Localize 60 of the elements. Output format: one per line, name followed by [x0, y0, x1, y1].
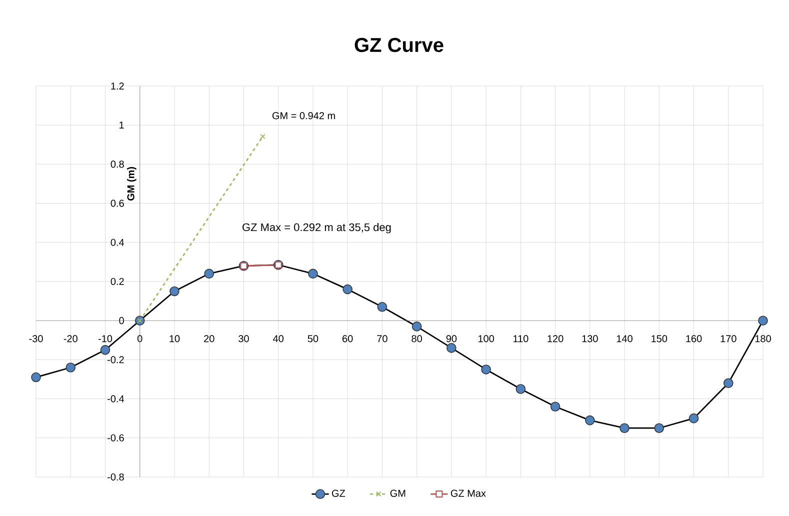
point [758, 316, 768, 326]
x-tick-label: 20 [204, 335, 214, 342]
y-tick-label: 0.4 [110, 238, 124, 246]
x-tick-label: 50 [308, 335, 318, 342]
x-tick-label: 90 [446, 335, 457, 342]
x-tick-label: 30 [238, 335, 249, 342]
x-tick-label: 40 [273, 335, 284, 342]
point [723, 378, 734, 388]
y-tick-label: 1.2 [111, 82, 124, 90]
chart-title: GZ Curve [354, 38, 444, 52]
point [412, 322, 422, 332]
x-tick-label: 100 [478, 335, 494, 342]
y-tick-label: 1 [120, 122, 124, 129]
legend-label: GZ Max [450, 490, 486, 497]
y-tick-label: 0.8 [110, 160, 124, 168]
x-tick-label: 70 [377, 335, 388, 342]
x-tick-label: 150 [652, 335, 668, 342]
legend-label: GZ [332, 490, 346, 497]
y-tick-label: 0 [119, 317, 124, 324]
point [481, 364, 491, 374]
x-tick-label: 110 [513, 335, 528, 342]
y-tick-label: -0.8 [108, 473, 124, 481]
y-tick-label: 0.6 [110, 200, 124, 207]
x-tick-label: 180 [755, 335, 771, 342]
annotation: GM = 0.942 m [272, 112, 335, 120]
point [688, 413, 699, 424]
point [654, 423, 664, 434]
point [377, 302, 388, 312]
x-tick-label: 130 [582, 335, 598, 342]
y-tick-label: -0.6 [108, 434, 124, 442]
point [260, 134, 266, 140]
legend-label: GM [390, 490, 406, 497]
x-tick-label: 60 [342, 335, 353, 342]
x-tick-label: 80 [412, 335, 422, 342]
x-tick-label: -20 [64, 335, 78, 342]
x-tick-label: 140 [616, 335, 632, 342]
y-tick-label: 0.2 [110, 278, 124, 286]
x-tick-label: 10 [170, 335, 180, 342]
x-tick-label: 170 [720, 335, 736, 342]
x-tick-label: -10 [98, 335, 112, 342]
point [66, 362, 76, 372]
x-tick-label: 160 [686, 335, 702, 342]
point [550, 402, 560, 412]
point [308, 268, 318, 279]
point [170, 286, 180, 296]
point [620, 423, 630, 434]
y-axis-title: GM (m) [127, 167, 136, 201]
point [100, 345, 110, 355]
x-tick-label: 0 [137, 335, 142, 342]
x-tick-label: 120 [548, 335, 564, 342]
point [446, 343, 456, 353]
point [31, 372, 41, 382]
point [585, 415, 595, 426]
y-tick-label: -0.4 [108, 395, 124, 402]
point [516, 384, 526, 394]
annotation: GZ Max = 0.292 m at 35,5 deg [242, 223, 391, 234]
y-tick-label: -0.2 [108, 356, 124, 364]
x-tick-label: -30 [29, 335, 43, 342]
point [204, 268, 214, 279]
point [342, 284, 352, 294]
